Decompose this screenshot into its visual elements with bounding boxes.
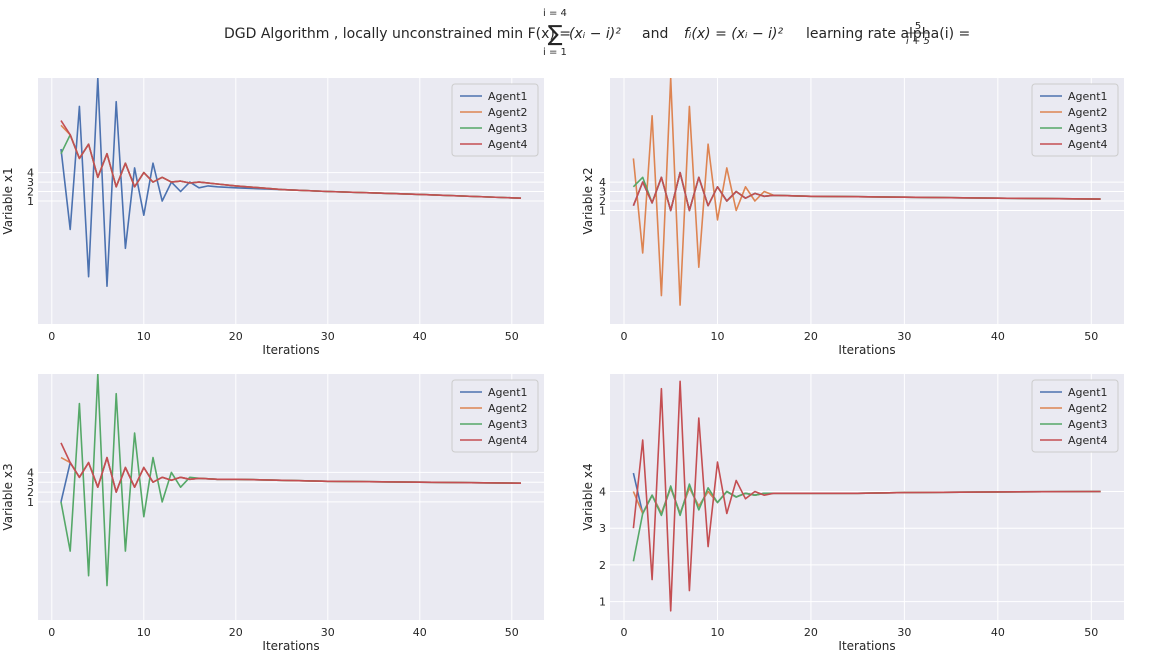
legend-box [451,83,539,157]
title-sum-upper: i = 4 [543,8,567,19]
x-tick-label: 30 [321,330,335,343]
series-group [60,374,522,587]
x-tick-label: 50 [1084,626,1098,639]
legend-label-agent2: Agent2 [488,402,528,415]
y-axis-label: Variable x2 [581,167,595,234]
y-tick-label: 3 [27,476,34,489]
x-axis-label: Iterations [838,639,895,653]
legend-box [1031,83,1119,157]
y-tick-label: 2 [599,195,606,208]
legend-label-agent1: Agent1 [1068,90,1108,103]
y-tick-label: 4 [599,176,606,189]
series-line-agent4 [632,380,1101,612]
legend-label-agent4: Agent4 [1068,138,1108,151]
figure-title: DGD Algorithm , locally unconstrained mi… [224,8,970,56]
y-axis-label: Variable x3 [1,463,15,530]
title-fi: fᵢ(x) = (xᵢ − i)² [684,26,784,42]
legend-label-agent2: Agent2 [488,106,528,119]
x-tick-label: 30 [321,626,335,639]
y-axis-label: Variable x1 [1,167,15,234]
legend-label-agent1: Agent1 [488,386,528,399]
x-tick-label: 0 [621,330,628,343]
title-lr-denominator: i + 5 [906,36,930,47]
legend-label-agent1: Agent1 [1068,386,1108,399]
x-tick-label: 10 [710,626,724,639]
x-tick-label: 30 [897,330,911,343]
y-tick-label: 4 [27,466,34,479]
y-tick-label: 4 [599,485,606,498]
legend-label-agent4: Agent4 [488,434,528,447]
y-tick-label: 2 [599,559,606,572]
x-tick-label: 40 [413,330,427,343]
legend: Agent1 Agent2 Agent3 Agent4 [451,83,539,157]
series-group [60,78,522,287]
x-tick-label: 10 [710,330,724,343]
y-tick-label: 2 [27,486,34,499]
x-tick-label: 20 [229,330,243,343]
y-tick-label: 1 [27,195,34,208]
x-tick-label: 0 [621,626,628,639]
title-and: and [642,26,668,42]
x-axis-label: Iterations [838,343,895,357]
x-tick-label: 0 [48,330,55,343]
legend: Agent1 Agent2 Agent3 Agent4 [451,379,539,453]
legend-label-agent3: Agent3 [1068,122,1108,135]
x-tick-label: 40 [991,330,1005,343]
series-line-agent4 [632,171,1101,212]
x-axis-label: Iterations [262,639,319,653]
x-tick-label: 20 [229,626,243,639]
legend-box [1031,379,1119,453]
legend-label-agent3: Agent3 [488,122,528,135]
y-tick-label: 3 [599,186,606,199]
subplot-x4: 0 10 20 30 40 50 1 2 3 4 Iterations Variable x4 Agen… [581,374,1124,653]
legend-label-agent3: Agent3 [1068,418,1108,431]
legend-label-agent4: Agent4 [488,138,528,151]
x-tick-label: 50 [1084,330,1098,343]
y-tick-label: 2 [27,186,34,199]
x-tick-label: 10 [137,626,151,639]
title-prefix: DGD Algorithm , locally unconstrained mi… [224,26,571,42]
series-line-agent4 [60,120,522,199]
x-tick-label: 50 [505,330,519,343]
legend-label-agent2: Agent2 [1068,402,1108,415]
y-tick-label: 1 [599,596,606,609]
legend-label-agent3: Agent3 [488,418,528,431]
series-group [632,380,1101,612]
title-sum-symbol: ∑ [548,22,563,47]
x-axis-label: Iterations [262,343,319,357]
y-tick-label: 3 [27,176,34,189]
x-tick-label: 10 [137,330,151,343]
y-axis-label: Variable x4 [581,463,595,530]
x-tick-label: 50 [505,626,519,639]
series-line-agent1 [60,78,522,287]
y-tick-label: 1 [599,204,606,217]
title-lr: learning rate alpha(i) = [806,26,970,42]
legend-box [451,379,539,453]
x-tick-label: 20 [804,626,818,639]
x-tick-label: 20 [804,330,818,343]
y-tick-label: 3 [599,522,606,535]
y-tick-label: 1 [27,496,34,509]
legend-label-agent4: Agent4 [1068,434,1108,447]
legend: Agent1 Agent2 Agent3 Agent4 [1031,83,1119,157]
title-sum-lower: i = 1 [543,47,567,56]
title-sum-term: (xᵢ − i)² [569,26,621,42]
series-line-agent4 [60,442,522,493]
legend-label-agent1: Agent1 [488,90,528,103]
x-tick-label: 40 [413,626,427,639]
x-tick-label: 30 [897,626,911,639]
legend-label-agent2: Agent2 [1068,106,1108,119]
x-tick-label: 40 [991,626,1005,639]
series-group [632,78,1101,306]
y-tick-label: 4 [27,167,34,180]
x-tick-label: 0 [48,626,55,639]
legend: Agent1 Agent2 Agent3 Agent4 [1031,379,1119,453]
title-lr-numerator: 5 [915,21,921,32]
